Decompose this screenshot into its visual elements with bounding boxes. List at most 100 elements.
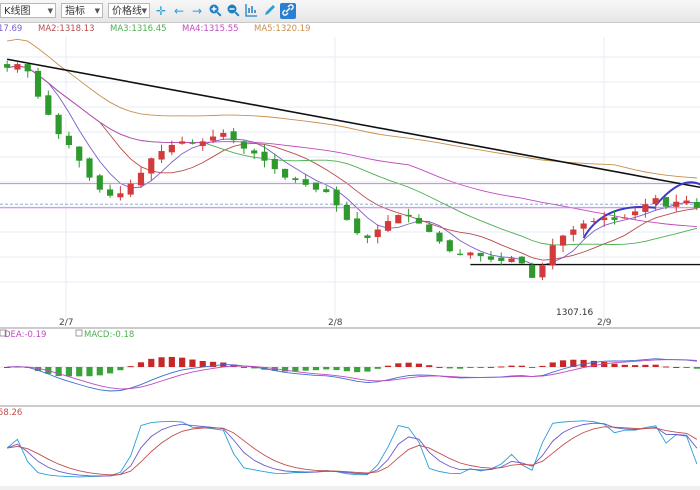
arrow-left-icon[interactable]: ← (173, 4, 185, 18)
pencil-icon[interactable] (262, 3, 278, 19)
candle-body (323, 189, 330, 193)
price-line-label: 价格线 (112, 6, 142, 17)
macd-bar (621, 364, 628, 367)
candlestick (251, 148, 258, 160)
price-line-select[interactable]: 价格线 ▼ (108, 3, 150, 18)
macd-bar (384, 365, 392, 367)
candlestick (487, 250, 495, 263)
candlestick (467, 251, 474, 259)
candle-body (312, 182, 320, 190)
candlestick (96, 174, 103, 193)
candlestick (333, 186, 340, 212)
candlestick (436, 230, 443, 244)
candle-body (302, 179, 309, 185)
macd-bar (127, 366, 134, 368)
candlestick (549, 238, 556, 270)
candle-body (333, 189, 340, 206)
candle-body (230, 131, 237, 141)
zoom-out-icon[interactable] (225, 3, 241, 19)
macd-bar (65, 367, 72, 377)
candle-body (405, 214, 412, 217)
candlestick (168, 140, 175, 156)
dea-line (7, 359, 697, 390)
macd-bar (323, 367, 330, 370)
link-icon[interactable] (280, 3, 296, 19)
dea-legend: DEA:-0.19 (4, 330, 46, 340)
candlestick (529, 262, 536, 279)
zoom-in-icon[interactable] (207, 3, 223, 19)
candlestick (364, 234, 371, 244)
candle-body (374, 229, 381, 238)
candlestick (312, 182, 320, 193)
candle-body (76, 146, 83, 161)
candlestick (590, 218, 597, 226)
candlestick (45, 90, 52, 116)
candle-body (436, 232, 443, 242)
candle-body (158, 151, 165, 160)
candlestick (148, 157, 155, 181)
macd-bar (590, 360, 597, 367)
macd-bar (343, 367, 350, 372)
ma5-line (7, 38, 697, 179)
macd-bar (436, 366, 443, 368)
macd-bar (683, 367, 690, 368)
candlestick (220, 129, 227, 141)
candlestick (652, 194, 659, 211)
candlestick (457, 249, 464, 256)
low-price-label: 1307.16 (556, 308, 593, 318)
candlestick (34, 67, 42, 99)
macd-bar (333, 367, 340, 371)
candle-body (55, 114, 62, 135)
macd-bar (76, 367, 83, 377)
candle-body (189, 142, 196, 144)
candle-body (4, 64, 11, 68)
candle-body (179, 141, 186, 144)
macd-bar (240, 366, 247, 368)
candle-body (395, 215, 402, 224)
bar-ruler-icon[interactable] (243, 3, 259, 19)
trend-line (7, 58, 700, 189)
candlestick (261, 144, 268, 168)
candlestick (518, 256, 525, 264)
candle-body (282, 168, 289, 178)
macd-bar (209, 361, 217, 367)
bottom-scroll-strip[interactable] (0, 486, 700, 490)
candlestick (693, 198, 700, 211)
candle-body (364, 235, 371, 238)
candlestick (446, 239, 453, 253)
candlestick (179, 136, 186, 145)
candlestick (323, 186, 330, 193)
arrow-right-icon[interactable]: → (191, 4, 203, 18)
macd-bar (662, 366, 670, 368)
ma2-legend: MA2:1318.13 (38, 24, 95, 34)
macd-bar (559, 360, 567, 367)
macd-bar (282, 367, 289, 372)
candlestick (271, 153, 278, 174)
grid-lines (0, 37, 700, 318)
candle-body (343, 204, 350, 220)
candlestick-chart[interactable]: 17.69 MA2:1318.13 MA3:1316.45 MA4:1315.5… (0, 22, 700, 490)
macd-bar (611, 363, 618, 367)
crosshair-icon[interactable]: ✛ (155, 4, 167, 18)
price-legend: 17.69 MA2:1318.13 MA3:1316.45 MA4:1315.5… (0, 24, 311, 34)
x-tick-label: 2/9 (597, 318, 612, 328)
candlestick (282, 168, 289, 180)
candlestick (302, 173, 309, 187)
kdj-legend-label: 58.26 (0, 408, 22, 418)
indicator-select[interactable]: 指标 ▼ (61, 3, 103, 18)
candlestick (189, 139, 196, 145)
candle-body (580, 223, 587, 229)
candle-body (529, 264, 536, 278)
candle-body (673, 201, 680, 207)
macd-bar (189, 359, 196, 367)
candle-body (601, 217, 608, 221)
macd-bar (529, 367, 536, 368)
candlestick (137, 167, 145, 188)
macd-bar (405, 362, 412, 367)
candle-body (415, 217, 422, 224)
candle-body (652, 198, 659, 205)
macd-bar (148, 358, 155, 367)
macd-bar (251, 367, 258, 369)
macd-bar (117, 367, 124, 371)
chart-type-select[interactable]: K线图 ▼ (0, 3, 56, 18)
